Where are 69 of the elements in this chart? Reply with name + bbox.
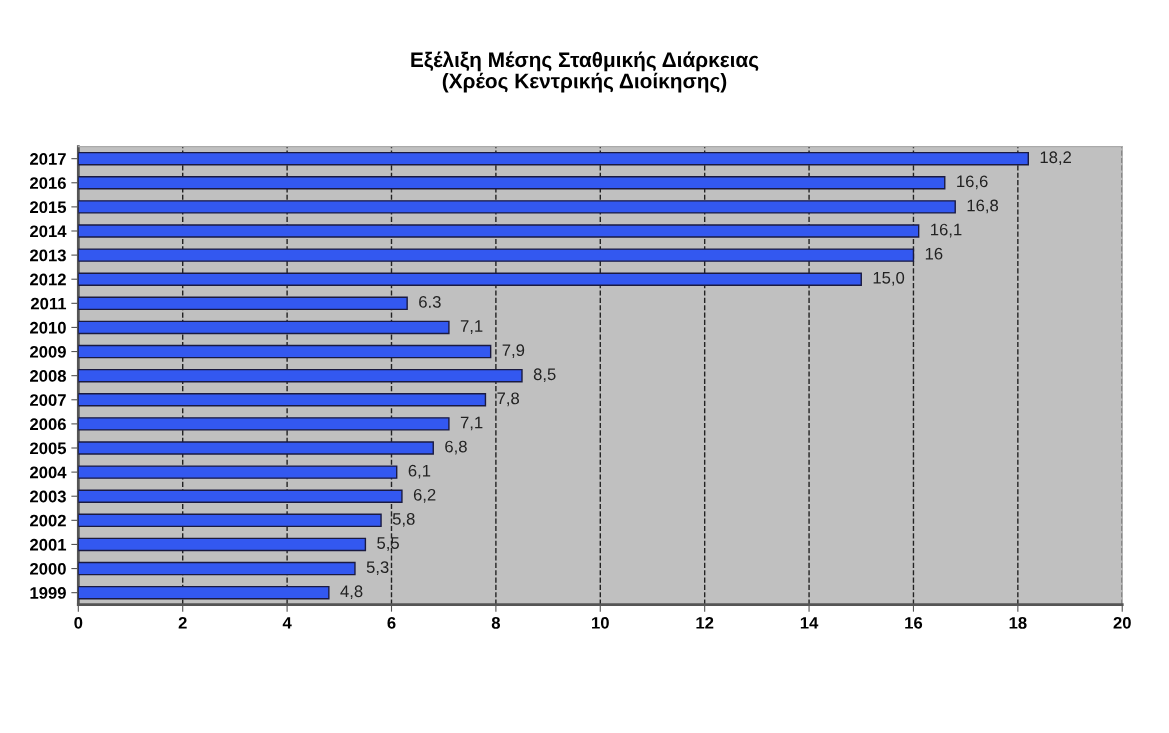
- y-tick-label: 2005: [30, 442, 67, 455]
- x-tick-label: 6: [387, 616, 396, 629]
- data-label: 5,8: [392, 513, 415, 527]
- y-tick-label: 2017: [30, 153, 66, 165]
- data-label: 8,5: [533, 368, 556, 383]
- y-tick-label: 2004: [30, 466, 67, 479]
- bar: [78, 441, 434, 455]
- data-label: 16,6: [957, 175, 988, 190]
- bar: [78, 224, 920, 238]
- y-tick-label: 2016: [30, 177, 66, 189]
- data-label: 5,5: [377, 537, 399, 551]
- data-label: 6.3: [419, 296, 441, 308]
- data-label: 4,8: [340, 585, 363, 600]
- x-tick-label: 10: [592, 616, 609, 629]
- bar: [78, 465, 398, 479]
- y-tick-label: 2001: [30, 538, 67, 551]
- y-tick-label: 2014: [30, 225, 67, 238]
- y-tick-label: 2000: [30, 562, 66, 575]
- bar: [78, 272, 862, 286]
- x-tick-label: 14: [800, 617, 819, 629]
- data-label: 15,0: [873, 271, 905, 286]
- x-tick-label: 18: [1009, 616, 1027, 629]
- data-label: 6,2: [413, 488, 436, 503]
- y-tick-label: 2008: [30, 370, 67, 382]
- y-tick-label: 1999: [30, 587, 66, 599]
- bar: [78, 368, 523, 383]
- x-tick-label: 0: [74, 616, 83, 629]
- y-tick-label: 2011: [30, 297, 67, 310]
- x-tick-label: 8: [491, 616, 501, 629]
- y-tick-label: 2007: [30, 394, 66, 406]
- bar: [78, 151, 1029, 166]
- data-label: 5,3: [366, 561, 389, 575]
- x-tick-label: 20: [1113, 616, 1131, 629]
- data-label: 6,1: [408, 464, 431, 479]
- data-label: 7,8: [497, 392, 520, 407]
- y-tick-label: 2009: [30, 345, 66, 358]
- bar: [78, 561, 356, 576]
- y-tick-label: 2003: [30, 490, 66, 503]
- chart-title: Εξέλιξη Μέσης Σταθμικής Διάρκειας (Χρέος Κεντρικής Διοίκησης): [411, 51, 759, 93]
- bar: [78, 296, 408, 311]
- y-tick-label: 2015: [30, 201, 67, 214]
- y-tick-label: 2013: [30, 249, 66, 262]
- data-label: 7,9: [502, 344, 525, 358]
- data-label: 16,8: [967, 199, 999, 214]
- y-tick-label: 2002: [30, 514, 66, 527]
- x-tick-label: 2: [178, 616, 187, 629]
- y-tick-label: 2010: [30, 321, 66, 334]
- bar: [78, 248, 915, 262]
- bar: [78, 393, 487, 407]
- bar: [78, 585, 330, 600]
- data-label: 18,2: [1040, 151, 1071, 166]
- bar: [78, 320, 450, 335]
- data-label: 7,1: [460, 320, 483, 334]
- bar: [78, 489, 403, 503]
- x-tick-label: 16: [905, 616, 923, 629]
- bar: [78, 344, 492, 359]
- bar: [78, 537, 367, 552]
- bar: [78, 513, 382, 528]
- bar: [78, 200, 956, 214]
- x-tick-label: 4: [282, 617, 292, 629]
- data-label: 16: [925, 247, 943, 260]
- x-tick-label: 12: [696, 616, 714, 629]
- y-tick-label: 2006: [30, 418, 66, 431]
- data-label: 7,1: [460, 416, 483, 431]
- data-label: 6,8: [445, 440, 467, 455]
- bar: [78, 417, 450, 431]
- data-label: 16,1: [931, 223, 962, 238]
- y-tick-label: 2012: [30, 273, 66, 286]
- bar: [78, 176, 946, 190]
